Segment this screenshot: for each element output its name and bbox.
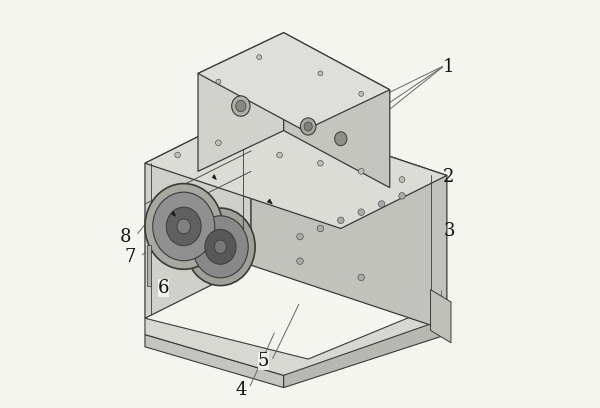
Ellipse shape (153, 192, 215, 261)
Text: 6: 6 (158, 279, 169, 297)
Text: 8: 8 (120, 228, 131, 246)
Circle shape (277, 152, 283, 158)
Ellipse shape (335, 132, 347, 146)
Polygon shape (145, 302, 447, 375)
Polygon shape (145, 110, 251, 318)
Circle shape (257, 55, 262, 60)
Circle shape (297, 258, 303, 264)
Text: 3: 3 (443, 222, 455, 239)
Polygon shape (198, 33, 390, 131)
Circle shape (175, 152, 181, 158)
Polygon shape (284, 33, 390, 188)
Circle shape (358, 274, 364, 281)
Ellipse shape (186, 208, 255, 286)
Polygon shape (147, 245, 151, 286)
Ellipse shape (304, 122, 312, 131)
Circle shape (297, 233, 303, 240)
Ellipse shape (145, 184, 223, 269)
Ellipse shape (236, 100, 246, 112)
Polygon shape (212, 175, 217, 180)
Text: 7: 7 (125, 248, 136, 266)
Circle shape (399, 177, 405, 182)
Text: 5: 5 (257, 352, 269, 370)
Ellipse shape (214, 240, 227, 254)
Polygon shape (251, 110, 447, 330)
Polygon shape (145, 335, 284, 388)
Circle shape (359, 91, 364, 96)
Polygon shape (198, 33, 284, 171)
Polygon shape (431, 290, 451, 343)
Ellipse shape (193, 216, 248, 278)
Ellipse shape (301, 118, 316, 135)
Text: 6: 6 (158, 279, 169, 297)
Polygon shape (172, 211, 176, 216)
Text: 5: 5 (257, 352, 269, 370)
Text: 4: 4 (235, 381, 247, 399)
Circle shape (338, 217, 344, 224)
Circle shape (399, 193, 405, 199)
Polygon shape (284, 318, 447, 388)
Circle shape (215, 140, 221, 146)
Circle shape (317, 160, 323, 166)
Circle shape (358, 169, 364, 174)
Ellipse shape (177, 219, 191, 234)
Circle shape (318, 71, 323, 76)
Circle shape (379, 201, 385, 207)
Circle shape (317, 225, 323, 232)
Text: 1: 1 (443, 58, 455, 76)
Ellipse shape (205, 229, 236, 264)
Text: 4: 4 (235, 381, 247, 399)
Text: 2: 2 (443, 169, 455, 186)
Circle shape (358, 209, 364, 215)
Ellipse shape (232, 96, 250, 116)
Polygon shape (268, 199, 272, 204)
Circle shape (216, 79, 221, 84)
Polygon shape (145, 110, 447, 228)
Ellipse shape (166, 207, 201, 246)
